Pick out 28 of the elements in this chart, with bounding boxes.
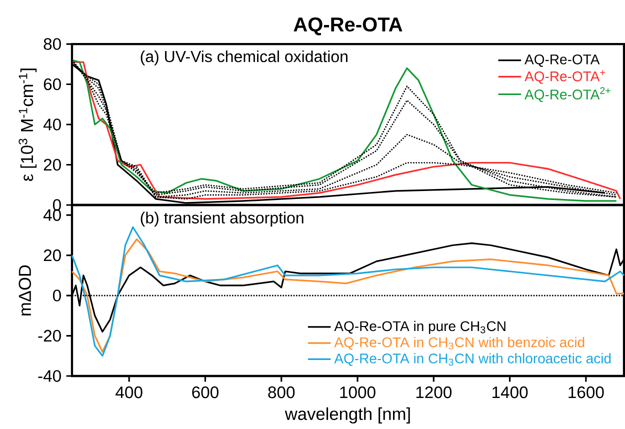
y-tick-label: 40 xyxy=(43,209,61,221)
y-tick-label: 20 xyxy=(44,158,61,171)
legend-label: AQ-Re-OTA xyxy=(524,54,600,67)
y-axis-title: ε [10$^{3}$ M$^{-1}$cm$^{-1}$] xyxy=(18,68,37,181)
y-tick-label: 60 xyxy=(44,78,61,90)
y-tick-label: -20 xyxy=(38,330,61,342)
annotation: (a) UV-Vis chemical oxidation xyxy=(140,50,348,66)
y-tick-label: 40 xyxy=(43,118,61,130)
legend-label: AQ-Re-OTA in pure CH$_{3}$CN xyxy=(334,320,506,334)
y-tick-label: 80 xyxy=(44,38,61,50)
legend-label: AQ-Re-OTA in CH$_{3}$CN with chloroacetic acid xyxy=(334,353,611,366)
x-tick-label: 600 xyxy=(192,386,218,398)
legend-label: AQ-Re-OTA$^{+}$ xyxy=(524,70,605,84)
x-tick-label: 1400 xyxy=(492,386,528,398)
x-tick-label: 800 xyxy=(268,386,295,398)
x-tick-label: 1200 xyxy=(416,386,452,398)
y-tick-label: -40 xyxy=(38,370,61,382)
x-axis-title: wavelength [nm] xyxy=(284,407,410,424)
annotation: (b) transient absorption xyxy=(140,212,304,227)
legend-label: AQ-Re-OTA in CH$_{3}$CN with benzoic acid xyxy=(334,336,584,350)
y-tick-label: 20 xyxy=(44,249,61,262)
x-tick-label: 1600 xyxy=(568,386,604,398)
x-tick-label: 400 xyxy=(116,386,142,398)
legend-label: AQ-Re-OTA$^{2+}$ xyxy=(524,87,610,102)
chart-title: AQ-Re-OTA xyxy=(294,17,402,36)
y-tick-label: 0 xyxy=(52,290,61,302)
x-tick-label: 1000 xyxy=(340,386,376,398)
y-axis-title: mΔOD xyxy=(18,265,32,316)
